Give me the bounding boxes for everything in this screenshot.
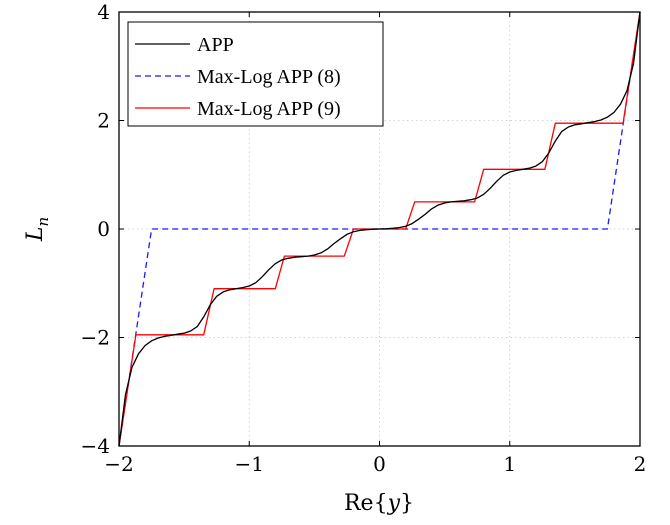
x-tick-label-1: −1 (235, 452, 264, 476)
y-tick-label-4: 4 (97, 0, 110, 24)
y-tick-label-1: −2 (81, 326, 110, 350)
x-tick-label-0: −2 (104, 452, 133, 476)
y-tick-label-0: −4 (81, 434, 110, 458)
y-tick-label-3: 2 (97, 109, 110, 133)
axis-ticks (118, 11, 641, 447)
x-axis-title: Re{y} (344, 491, 414, 516)
x-axis-title-re: Re{ (344, 491, 388, 516)
x-tick-label-3: 1 (503, 452, 516, 476)
legend-label-0: APP (197, 34, 234, 56)
y-tick-label-2: 0 (97, 217, 110, 241)
legend-label-2: Max-Log APP (9) (197, 98, 341, 120)
series-line-0 (118, 11, 641, 447)
y-axis-title: Ln (23, 217, 52, 242)
legend-box (127, 21, 384, 127)
y-axis-title-group: Ln (23, 217, 52, 242)
plot-series (118, 11, 641, 447)
x-axis-title-close: } (400, 491, 414, 516)
y-axis-title-main: L (23, 227, 48, 243)
legend-label-1: Max-Log APP (8) (197, 66, 341, 88)
x-tick-label-4: 2 (634, 452, 647, 476)
legend: APP Max-Log APP (8) Max-Log APP (9) (127, 21, 384, 127)
y-axis-title-sub: n (34, 217, 52, 227)
x-tick-label-2: 0 (373, 452, 386, 476)
x-axis-title-var: y (387, 491, 401, 516)
